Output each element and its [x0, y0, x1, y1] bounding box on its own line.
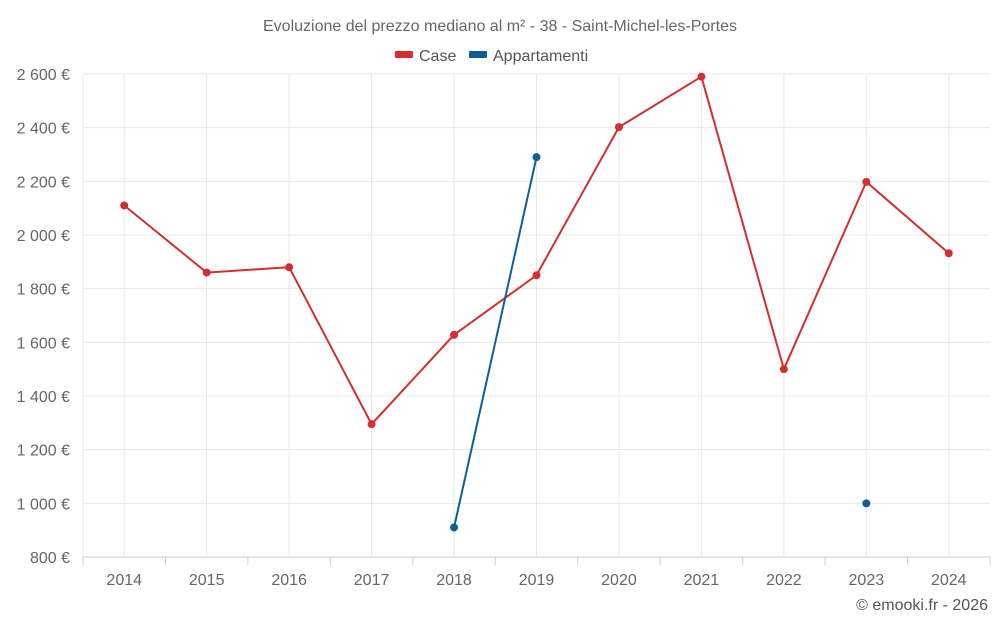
data-point[interactable]: [450, 330, 459, 339]
series-case: [120, 72, 953, 429]
data-point[interactable]: [862, 499, 871, 508]
data-point[interactable]: [367, 420, 376, 429]
x-tick-label: 2017: [354, 572, 390, 589]
data-point[interactable]: [614, 123, 623, 132]
y-tick-label: 2 000 €: [17, 228, 70, 245]
y-tick-label: 1 800 €: [17, 282, 70, 299]
legend-swatch-appartamenti: [469, 51, 487, 58]
x-tick-label: 2023: [849, 572, 885, 589]
x-tick-label: 2014: [106, 572, 142, 589]
data-point[interactable]: [532, 153, 541, 162]
legend-swatch-case: [395, 51, 413, 58]
y-tick-label: 1 400 €: [17, 389, 70, 406]
x-tick-label: 2021: [684, 572, 720, 589]
x-tick-label: 2022: [766, 572, 802, 589]
y-tick-label: 2 400 €: [17, 121, 70, 138]
data-point[interactable]: [450, 523, 459, 532]
data-point[interactable]: [285, 263, 294, 272]
y-tick-label: 2 600 €: [17, 67, 70, 84]
x-tick-label: 2020: [601, 572, 637, 589]
data-point[interactable]: [532, 271, 541, 280]
legend-item-case[interactable]: Case: [395, 48, 456, 65]
x-tick-label: 2019: [519, 572, 555, 589]
data-point[interactable]: [779, 365, 788, 374]
x-tick-label: 2016: [271, 572, 307, 589]
data-point[interactable]: [202, 268, 211, 277]
legend-label-case: Case: [419, 48, 456, 65]
y-axis-ticks: 800 € 1 000 € 1 200 € 1 400 € 1 600 € 1 800 €…: [17, 67, 70, 567]
x-tick-label: 2018: [436, 572, 472, 589]
series-layer: [120, 72, 953, 532]
legend: Case Appartamenti: [395, 48, 588, 65]
y-tick-label: 800 €: [30, 550, 70, 567]
data-point[interactable]: [944, 249, 953, 258]
x-tick-label: 2024: [931, 572, 967, 589]
y-tick-label: 1 200 €: [17, 443, 70, 460]
data-point[interactable]: [697, 72, 706, 81]
chart-title: Evoluzione del prezzo mediano al m² - 38…: [263, 18, 737, 35]
legend-item-appartamenti[interactable]: Appartamenti: [469, 48, 588, 65]
x-tick-label: 2015: [189, 572, 225, 589]
y-tick-label: 1 000 €: [17, 496, 70, 513]
y-tick-label: 1 600 €: [17, 335, 70, 352]
legend-label-appartamenti: Appartamenti: [493, 48, 588, 65]
y-tick-label: 2 200 €: [17, 174, 70, 191]
data-point[interactable]: [862, 177, 871, 186]
data-point[interactable]: [120, 201, 129, 210]
credit-text: © emooki.fr - 2026: [856, 597, 988, 614]
grid: [82, 73, 990, 558]
series-line: [453, 156, 538, 528]
series-appartamenti: [450, 153, 871, 532]
x-axis-ticks: 2014 2015 2016 2017 2018 2019 2020 2021 2022 2023…: [82, 557, 991, 589]
